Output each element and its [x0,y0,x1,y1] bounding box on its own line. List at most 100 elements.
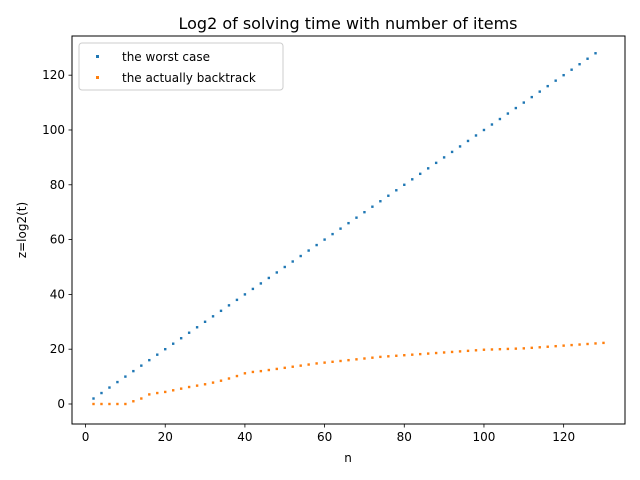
worst-case-point [187,331,191,334]
worst-case-point [387,194,390,197]
x-tick-label: 80 [397,430,412,444]
actual-backtrack-point [570,343,573,347]
actual-backtrack-point [411,353,414,356]
worst-case-point [538,90,541,93]
actual-backtrack-point [458,350,462,353]
actual-backtrack-point [586,342,589,346]
worst-case-point [570,68,573,71]
worst-case-point [172,342,175,345]
legend-marker-actual-backtrack [96,76,99,79]
actual-backtrack-point [148,393,151,396]
y-tick-label: 40 [50,287,65,301]
actual-backtrack-point [498,347,502,351]
actual-backtrack-point [578,343,581,346]
actual-backtrack-point [315,362,318,365]
worst-case-point [466,139,470,143]
actual-backtrack-point [363,357,366,360]
actual-backtrack-point [482,348,486,351]
worst-case-point [227,304,231,307]
worst-case-point [100,391,103,395]
worst-case-point [522,101,525,104]
worst-case-point [562,73,565,77]
worst-case-point [251,287,255,291]
actual-backtrack-point [275,367,278,371]
plot-area [92,52,605,406]
actual-backtrack-point [426,352,430,355]
actual-backtrack-point [387,355,390,358]
worst-case-point [116,380,119,384]
worst-case-point [92,397,95,400]
actual-backtrack-point [546,345,549,348]
actual-backtrack-point [283,366,286,370]
actual-backtrack-point [92,402,95,406]
actual-backtrack-point [538,346,541,349]
actual-backtrack-point [108,402,111,406]
actual-backtrack-point [100,402,103,406]
worst-case-point [411,178,414,181]
worst-case-point [331,232,334,236]
worst-case-point [275,271,278,274]
actual-backtrack-point [434,351,438,355]
worst-case-point [179,337,183,340]
worst-case-point [442,156,446,159]
actual-backtrack-point [179,387,183,390]
x-tick-label: 40 [237,430,252,444]
actual-backtrack-point [323,361,326,364]
x-tick-label: 100 [473,430,496,444]
worst-case-point [108,386,111,389]
actual-backtrack-point [347,358,350,362]
actual-backtrack-point [195,384,199,387]
y-tick-label: 120 [42,68,65,82]
worst-case-point [474,134,478,137]
y-tick-label: 60 [50,233,65,247]
actual-backtrack-point [235,374,239,378]
actual-backtrack-point [203,383,207,386]
worst-case-point [148,358,151,362]
x-tick-label: 60 [317,430,332,444]
worst-case-point [323,238,326,241]
worst-case-point [395,189,398,192]
worst-case-point [211,315,215,318]
y-tick-label: 100 [42,123,65,137]
worst-case-point [450,150,454,154]
legend-label-worst-case: the worst case [122,50,210,64]
legend: the worst case the actually backtrack [78,42,284,91]
worst-case-point [156,353,159,356]
actual-backtrack-point [490,348,494,351]
legend-frame [78,42,284,91]
actual-backtrack-point [156,391,159,395]
actual-backtrack-point [267,368,271,372]
worst-case-point [458,145,462,148]
actual-backtrack-point [243,372,247,375]
y-tick-label: 0 [57,397,65,411]
legend-marker-worst-case [96,55,99,58]
worst-case-point [434,161,438,165]
actual-backtrack-point [251,370,255,374]
x-axis: 0 20 40 60 80 100 120 [82,424,575,444]
worst-case-point [426,167,430,170]
actual-backtrack-point [132,400,135,403]
actual-backtrack-point [164,390,167,394]
actual-backtrack-point [522,347,525,350]
actual-backtrack-point [442,351,446,354]
y-axis-label: z=log2(t) [15,202,29,258]
actual-backtrack-point [530,346,533,350]
actual-backtrack-point [403,354,406,357]
actual-backtrack-point [466,349,470,353]
worst-case-point [124,375,127,378]
worst-case-point [195,326,199,329]
actual-backtrack-point [339,359,342,363]
worst-case-point [307,249,310,252]
worst-case-point [586,57,589,60]
legend-label-actual-backtrack: the actually backtrack [122,71,256,85]
actual-backtrack-point [514,347,518,350]
x-axis-label: n [344,451,352,465]
worst-case-point [259,282,263,285]
actual-backtrack-point [562,344,565,347]
worst-case-point [243,293,247,296]
worst-case-point [514,106,518,110]
actual-backtrack-point [419,352,422,356]
actual-backtrack-point [554,344,557,348]
worst-case-point [490,123,494,126]
worst-case-point [283,265,286,269]
